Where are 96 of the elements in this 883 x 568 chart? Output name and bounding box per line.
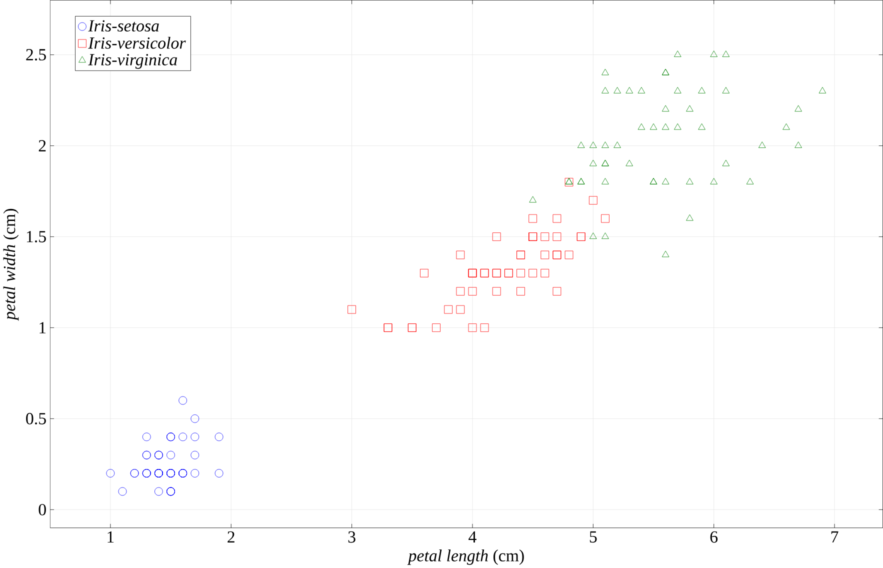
x-tick-label: 1 xyxy=(108,531,114,542)
point xyxy=(674,86,682,94)
point xyxy=(214,432,224,441)
x-tick-label: 7 xyxy=(831,531,838,542)
point xyxy=(698,123,706,130)
x-tick-label: 3 xyxy=(348,531,356,543)
point xyxy=(480,323,489,332)
x-tick-label: 5 xyxy=(590,531,597,543)
point xyxy=(564,250,574,260)
point xyxy=(758,142,766,148)
x-tick-label: 6 xyxy=(710,531,718,543)
point xyxy=(614,86,621,94)
point xyxy=(468,287,477,296)
point xyxy=(590,142,597,148)
point xyxy=(432,323,440,332)
point xyxy=(602,86,609,94)
point xyxy=(142,432,151,441)
point xyxy=(650,123,658,130)
point xyxy=(686,178,694,184)
y-tick-label: 1 xyxy=(40,322,46,334)
point xyxy=(190,432,200,441)
y-tick-label: 0 xyxy=(38,504,46,516)
point xyxy=(516,287,525,296)
point xyxy=(602,232,609,239)
point xyxy=(602,142,609,148)
point xyxy=(444,305,453,314)
point xyxy=(626,160,634,166)
point xyxy=(468,323,477,332)
point xyxy=(662,250,670,258)
point xyxy=(178,432,188,441)
point xyxy=(674,50,682,57)
legend-label: Iris-versicolor xyxy=(88,36,186,49)
point xyxy=(190,450,200,460)
point xyxy=(794,142,802,148)
point xyxy=(577,142,585,148)
point xyxy=(698,86,706,94)
point xyxy=(601,214,610,223)
point xyxy=(552,287,562,296)
point xyxy=(529,196,536,202)
point xyxy=(710,178,718,184)
point xyxy=(590,160,597,166)
point xyxy=(662,105,670,112)
point xyxy=(528,214,537,223)
point xyxy=(638,86,646,94)
point xyxy=(456,305,465,314)
point xyxy=(516,268,525,278)
y-tick-label: 0.5 xyxy=(26,412,46,424)
x-tick-label: 4 xyxy=(468,531,476,542)
point xyxy=(540,232,550,241)
point xyxy=(540,250,550,260)
point xyxy=(662,123,670,130)
point xyxy=(602,68,609,76)
point xyxy=(722,160,730,166)
point xyxy=(686,214,694,221)
point xyxy=(166,450,175,460)
point xyxy=(456,250,465,260)
point xyxy=(492,232,501,241)
point xyxy=(590,232,597,239)
x-axis-title: petal length (cm) xyxy=(407,549,524,565)
point xyxy=(552,232,562,241)
point xyxy=(818,86,826,94)
point xyxy=(746,178,754,184)
point xyxy=(348,305,356,314)
point xyxy=(782,123,790,130)
x-tick-label: 2 xyxy=(228,531,234,542)
point xyxy=(662,178,670,184)
point xyxy=(540,268,550,278)
point xyxy=(106,469,115,478)
point xyxy=(722,86,730,94)
y-tick-label: 2.5 xyxy=(26,48,46,60)
point xyxy=(588,196,598,204)
point xyxy=(456,287,465,296)
point xyxy=(674,123,682,130)
point xyxy=(190,469,200,478)
point xyxy=(528,268,537,278)
point xyxy=(686,105,694,112)
point xyxy=(614,142,621,148)
point xyxy=(552,214,562,223)
point xyxy=(602,178,609,184)
point xyxy=(190,414,200,423)
point xyxy=(794,105,802,112)
point xyxy=(638,123,646,130)
y-tick-label: 1.5 xyxy=(26,230,46,242)
y-tick-label: 2 xyxy=(38,140,46,152)
point xyxy=(154,487,163,496)
y-axis-title: petal width (cm) xyxy=(3,208,19,321)
point xyxy=(626,86,634,94)
point xyxy=(420,268,428,278)
point xyxy=(118,487,127,496)
point xyxy=(214,469,224,478)
point xyxy=(710,50,718,57)
point xyxy=(178,396,188,405)
point xyxy=(492,287,501,296)
point xyxy=(722,50,730,57)
legend-label: Iris-virginica xyxy=(88,54,178,69)
legend-label: Iris-setosa xyxy=(88,20,159,32)
